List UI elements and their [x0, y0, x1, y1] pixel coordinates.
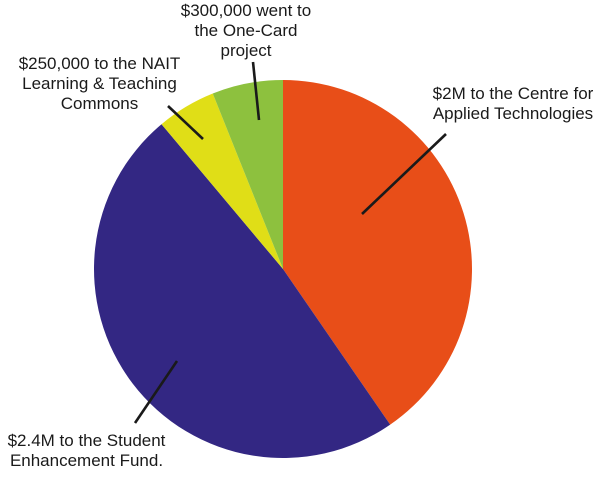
leader-line-nait-commons: [167, 105, 204, 140]
pie-slice-nait-learning-commons: [161, 93, 283, 270]
leader-line-student-fund: [133, 360, 179, 424]
label-applied-tech: $2M to the Centre for Applied Technologi…: [432, 84, 594, 123]
label-one-card-project: $300,000 went to the One-Card project: [180, 1, 312, 60]
leader-line-one-card-project: [251, 61, 261, 121]
pie-slice-one-card-project: [212, 80, 283, 269]
leader-lines: [133, 61, 447, 424]
label-nait-commons: $250,000 to the NAIT Learning & Teaching…: [18, 54, 181, 113]
label-student-fund: $2.4M to the Student Enhancement Fund.: [7, 431, 166, 470]
pie-slice-applied-technologies: [283, 80, 472, 425]
leader-line-applied-tech: [361, 133, 447, 215]
